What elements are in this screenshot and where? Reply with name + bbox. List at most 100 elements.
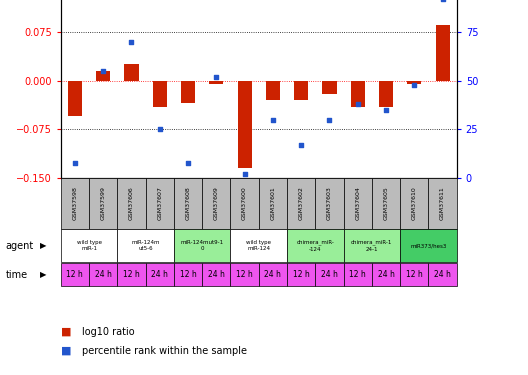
Bar (372, 263, 400, 286)
Bar (230, 178, 259, 229)
Bar (146, 178, 174, 229)
Point (127, 39, 136, 45)
Bar (230, 230, 287, 262)
Text: GSM37603: GSM37603 (327, 186, 332, 220)
Bar (428, 263, 457, 286)
Text: 12 h: 12 h (180, 270, 196, 279)
Point (410, 81, 419, 87)
Text: 12 h: 12 h (293, 270, 309, 279)
Text: GSM37610: GSM37610 (412, 187, 417, 220)
Point (438, 0, 447, 2)
Text: ▶: ▶ (40, 241, 46, 250)
Point (99, 68, 107, 74)
Bar (351, 81, 365, 106)
Bar (230, 263, 259, 286)
Text: GSM37608: GSM37608 (185, 187, 191, 220)
Bar (96, 71, 110, 81)
Text: miR-124m
ut5-6: miR-124m ut5-6 (131, 240, 160, 251)
Bar (146, 263, 174, 286)
Text: GSM37611: GSM37611 (440, 187, 445, 220)
Text: GSM37601: GSM37601 (270, 187, 276, 220)
Text: 12 h: 12 h (350, 270, 366, 279)
Bar (68, 81, 82, 116)
Point (353, 101, 362, 107)
Bar (209, 81, 223, 84)
Bar (407, 81, 421, 84)
Text: ▶: ▶ (40, 270, 46, 279)
Bar (125, 64, 138, 81)
Text: GSM37599: GSM37599 (101, 186, 106, 220)
Bar (372, 178, 400, 229)
Bar (202, 263, 230, 286)
Point (155, 126, 164, 132)
Bar (153, 81, 167, 106)
Point (382, 107, 390, 113)
Bar (400, 263, 428, 286)
Point (325, 117, 334, 123)
Bar (117, 230, 174, 262)
Text: ■: ■ (61, 346, 71, 355)
Text: 24 h: 24 h (152, 270, 168, 279)
Text: 24 h: 24 h (95, 270, 111, 279)
Text: chimera_miR-1
24-1: chimera_miR-1 24-1 (351, 240, 392, 252)
Text: agent: agent (5, 241, 34, 250)
Bar (436, 26, 450, 81)
Point (184, 159, 192, 165)
Text: miR373/hes3: miR373/hes3 (410, 243, 447, 248)
Text: miR-124mut9-1
0: miR-124mut9-1 0 (181, 240, 224, 251)
Text: wild type
miR-1: wild type miR-1 (77, 240, 101, 251)
Bar (259, 178, 287, 229)
Text: 12 h: 12 h (67, 270, 83, 279)
Bar (89, 263, 117, 286)
Text: GSM37609: GSM37609 (214, 186, 219, 220)
Bar (174, 230, 230, 262)
Text: time: time (5, 270, 27, 280)
Bar (400, 230, 457, 262)
Text: GSM37606: GSM37606 (129, 187, 134, 220)
Bar (89, 178, 117, 229)
Text: GSM37605: GSM37605 (383, 187, 389, 220)
Point (269, 117, 277, 123)
Bar (315, 178, 344, 229)
Bar (379, 81, 393, 106)
Bar (61, 230, 117, 262)
Bar (61, 178, 89, 229)
Bar (294, 81, 308, 100)
Text: 12 h: 12 h (236, 270, 253, 279)
Bar (259, 263, 287, 286)
Bar (315, 263, 344, 286)
Point (71, 159, 79, 165)
Point (297, 142, 305, 148)
Text: 12 h: 12 h (123, 270, 140, 279)
Text: log10 ratio: log10 ratio (82, 327, 135, 337)
Bar (344, 178, 372, 229)
Text: GSM37598: GSM37598 (72, 186, 78, 220)
Text: wild type
miR-124: wild type miR-124 (246, 240, 271, 251)
Text: 24 h: 24 h (434, 270, 451, 279)
Text: 24 h: 24 h (208, 270, 225, 279)
Bar (174, 178, 202, 229)
Text: GSM37602: GSM37602 (299, 186, 304, 220)
Text: percentile rank within the sample: percentile rank within the sample (82, 346, 247, 355)
Bar (266, 81, 280, 100)
Text: 24 h: 24 h (265, 270, 281, 279)
Bar (428, 178, 457, 229)
Bar (344, 263, 372, 286)
Bar (117, 178, 146, 229)
Bar (287, 178, 315, 229)
Text: 24 h: 24 h (321, 270, 338, 279)
Bar (287, 230, 344, 262)
Text: ■: ■ (61, 327, 71, 337)
Text: 24 h: 24 h (378, 270, 394, 279)
Bar (287, 263, 315, 286)
Bar (400, 178, 428, 229)
Bar (344, 230, 400, 262)
Text: 12 h: 12 h (406, 270, 423, 279)
Bar (181, 81, 195, 104)
Point (212, 74, 221, 80)
Bar (174, 263, 202, 286)
Bar (202, 178, 230, 229)
Point (240, 171, 249, 177)
Bar (61, 263, 89, 286)
Text: GSM37607: GSM37607 (157, 186, 162, 220)
